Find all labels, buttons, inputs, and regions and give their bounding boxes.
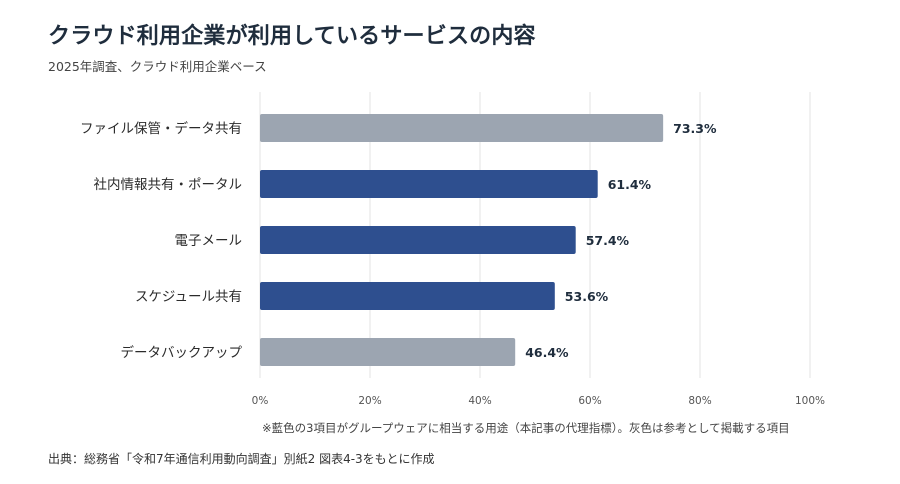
bar — [260, 338, 516, 366]
x-tick-label: 60% — [578, 395, 601, 407]
x-tick-label: 40% — [468, 395, 491, 407]
category-label: 社内情報共有・ポータル — [94, 177, 243, 193]
x-tick-label: 0% — [252, 395, 269, 407]
data-label: 61.4% — [608, 177, 652, 192]
x-tick-label: 100% — [795, 395, 825, 407]
data-label: 57.4% — [586, 233, 630, 248]
x-tick-label: 80% — [688, 395, 711, 407]
bar — [260, 226, 576, 254]
category-label: スケジュール共有 — [135, 289, 242, 305]
data-label: 73.3% — [673, 121, 717, 136]
category-label: 電子メール — [175, 233, 243, 249]
category-label: ファイル保管・データ共有 — [80, 120, 242, 137]
chart-source: 出典：総務省「令和7年通信利用動向調査」別紙2 図表4-3をもとに作成 — [48, 452, 435, 466]
x-tick-label: 20% — [358, 395, 381, 407]
bar — [260, 170, 598, 198]
data-label: 53.6% — [565, 289, 609, 304]
chart-note: ※藍色の3項目がグループウェアに相当する用途（本記事の代理指標）。灰色は参考とし… — [262, 421, 790, 435]
category-label: データバックアップ — [121, 344, 243, 361]
data-label: 46.4% — [525, 345, 569, 360]
chart-subtitle: 2025年調査、クラウド利用企業ベース — [48, 59, 267, 74]
bar — [260, 282, 555, 310]
chart-title: クラウド利用企業が利用しているサービスの内容 — [48, 24, 536, 49]
bar — [260, 114, 664, 142]
